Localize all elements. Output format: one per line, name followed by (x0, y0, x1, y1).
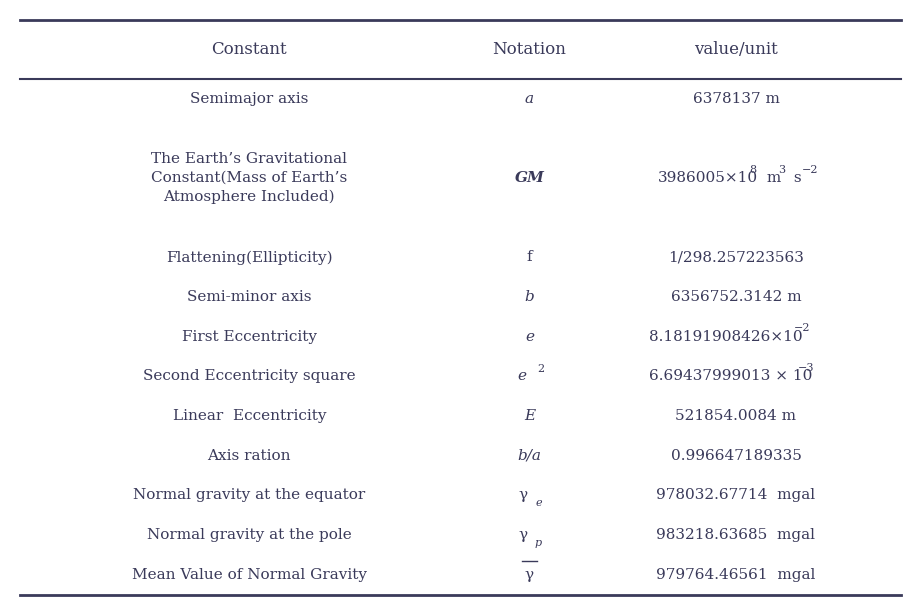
Text: −3: −3 (798, 363, 814, 373)
Text: The Earth’s Gravitational
Constant(Mass of Earth’s
Atmosphere Included): The Earth’s Gravitational Constant(Mass … (151, 153, 347, 204)
Text: 521854.0084 m: 521854.0084 m (675, 409, 797, 423)
Text: s: s (789, 171, 802, 185)
Text: Constant: Constant (212, 41, 287, 58)
Text: 6378137 m: 6378137 m (693, 92, 779, 106)
Text: 978032.67714  mgal: 978032.67714 mgal (657, 488, 815, 502)
Text: GM: GM (515, 171, 544, 185)
Text: 6.69437999013 × 10: 6.69437999013 × 10 (648, 370, 812, 384)
Text: γ: γ (519, 488, 528, 502)
Text: Normal gravity at the pole: Normal gravity at the pole (147, 528, 352, 542)
Text: Flattening(Ellipticity): Flattening(Ellipticity) (166, 250, 332, 264)
Text: m: m (762, 171, 781, 185)
Text: First Eccentricity: First Eccentricity (181, 330, 317, 344)
Text: 3986005×10: 3986005×10 (658, 171, 758, 185)
Text: 8: 8 (750, 165, 757, 174)
Text: e: e (535, 498, 542, 508)
Text: p: p (535, 538, 542, 548)
Text: Normal gravity at the equator: Normal gravity at the equator (134, 488, 366, 502)
Text: f: f (527, 250, 532, 264)
Text: 6356752.3142 m: 6356752.3142 m (670, 290, 801, 304)
Text: a: a (525, 92, 534, 106)
Text: 1/298.257223563: 1/298.257223563 (668, 250, 804, 264)
Text: 8.18191908426×10: 8.18191908426×10 (648, 330, 802, 344)
Text: value/unit: value/unit (694, 41, 778, 58)
Text: Notation: Notation (493, 41, 566, 58)
Text: Linear  Eccentricity: Linear Eccentricity (172, 409, 326, 423)
Text: b: b (524, 290, 534, 304)
Text: Semimajor axis: Semimajor axis (190, 92, 309, 106)
Text: e: e (525, 330, 534, 344)
Text: 2: 2 (538, 364, 545, 373)
Text: γ: γ (519, 528, 528, 542)
Text: γ: γ (525, 568, 534, 582)
Text: b/a: b/a (518, 449, 542, 463)
Text: −2: −2 (802, 165, 819, 174)
Text: 979764.46561  mgal: 979764.46561 mgal (657, 568, 816, 582)
Text: Axis ration: Axis ration (207, 449, 291, 463)
Text: −2: −2 (794, 323, 810, 333)
Text: E: E (524, 409, 535, 423)
Text: 983218.63685  mgal: 983218.63685 mgal (657, 528, 815, 542)
Text: Second Eccentricity square: Second Eccentricity square (143, 370, 356, 384)
Text: 0.996647189335: 0.996647189335 (670, 449, 801, 463)
Text: 3: 3 (778, 165, 786, 174)
Text: Semi-minor axis: Semi-minor axis (187, 290, 311, 304)
Text: Mean Value of Normal Gravity: Mean Value of Normal Gravity (132, 568, 367, 582)
Text: e: e (518, 370, 527, 384)
